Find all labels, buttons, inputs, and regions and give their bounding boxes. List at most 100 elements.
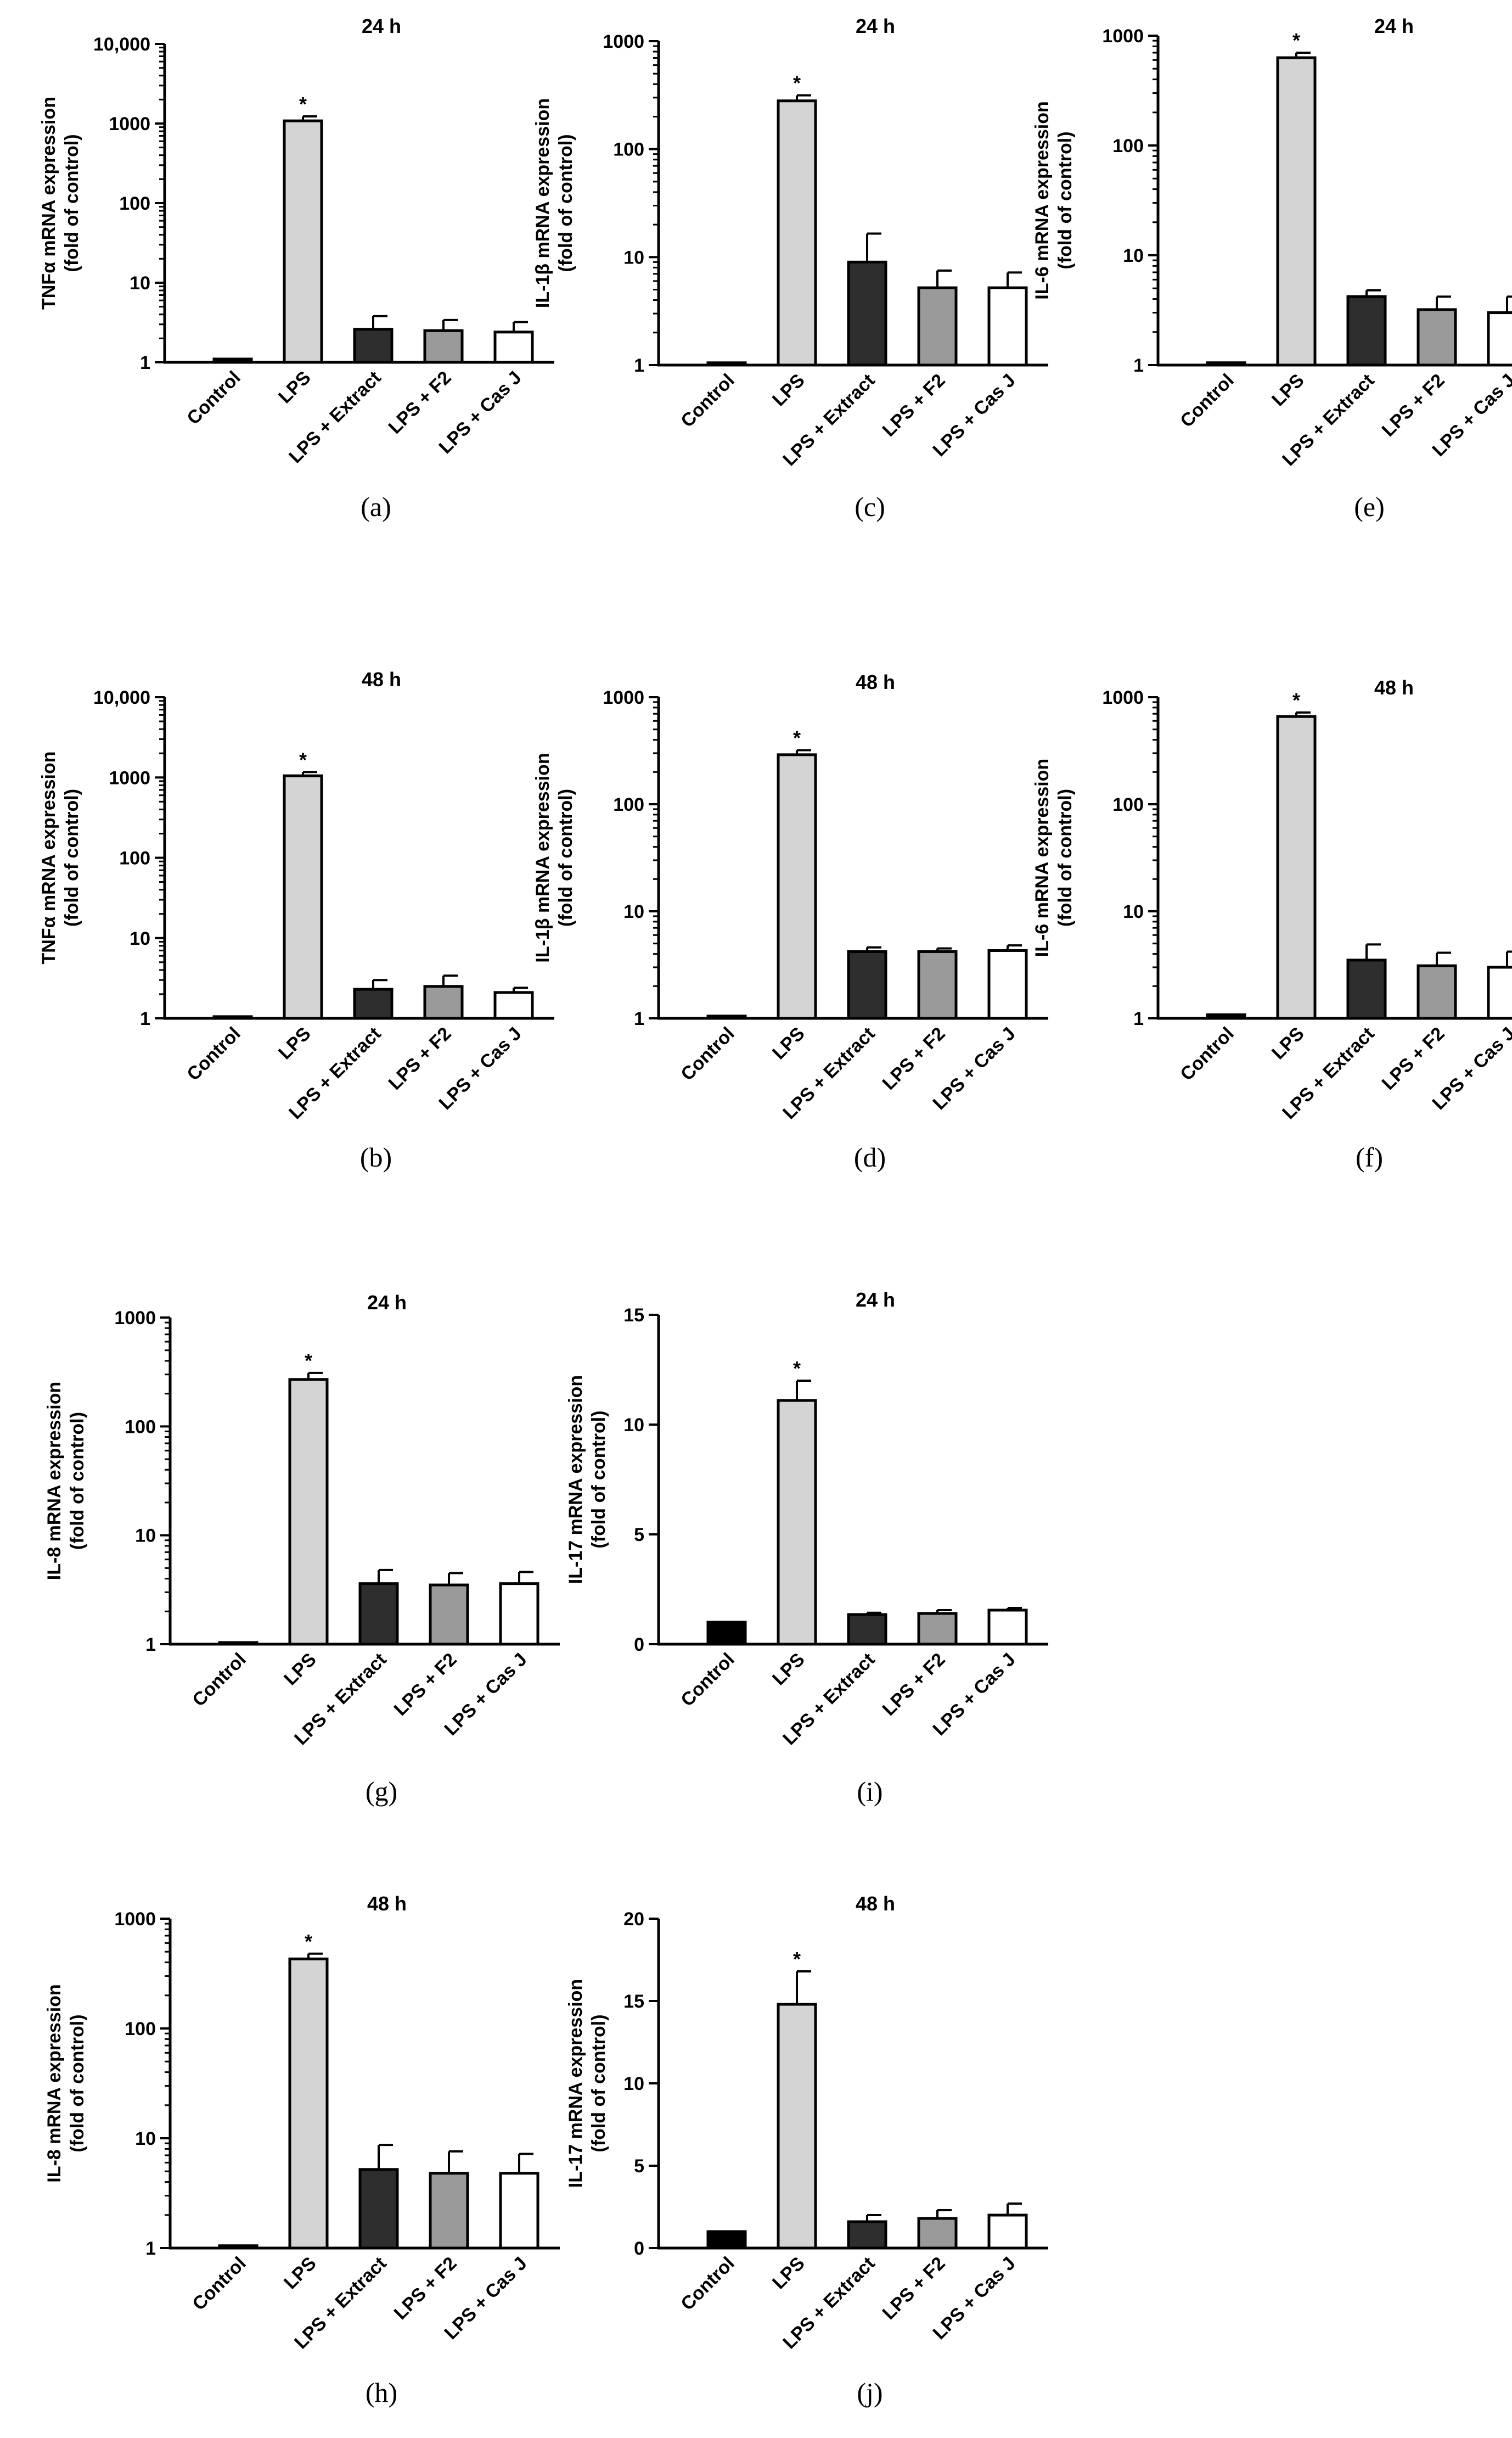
y-axis-label: IL-6 mRNA expression bbox=[1032, 759, 1053, 957]
y-tick-label: 100 bbox=[1112, 794, 1144, 815]
bar-lps-cas-j bbox=[493, 991, 534, 1020]
y-tick-label: 1 bbox=[145, 1634, 156, 1655]
y-axis-label: (fold of control) bbox=[555, 134, 576, 272]
chart-title: 24 h bbox=[856, 15, 895, 37]
panel-label: (e) bbox=[1354, 491, 1385, 522]
y-tick-label: 10 bbox=[130, 928, 150, 949]
bar-lps bbox=[777, 99, 817, 367]
x-tick-label: LPS + F2 bbox=[1378, 370, 1449, 441]
panel-label: (c) bbox=[855, 491, 885, 522]
bar-control bbox=[212, 1015, 253, 1020]
bar-control bbox=[212, 357, 253, 364]
bar-lps bbox=[1276, 715, 1317, 1020]
panel-label: (b) bbox=[360, 1142, 392, 1173]
y-tick-label: 1 bbox=[140, 1008, 150, 1029]
x-tick-label: Control bbox=[188, 1649, 250, 1711]
significance-marker: * bbox=[299, 748, 307, 771]
x-tick-label: LPS + F2 bbox=[390, 2253, 461, 2324]
chart-panel-c: 1 10 100 1000 IL-1β mRNA expression (fold of … bbox=[532, 15, 1048, 522]
bar-lps-extract bbox=[847, 950, 887, 1020]
y-tick-label: 5 bbox=[634, 1525, 644, 1545]
chart-panel-i: 0 5 10 15 IL-17 mRNA expression (fold of cont… bbox=[565, 1288, 1048, 1807]
bar-lps bbox=[283, 774, 323, 1020]
chart-panel-e: 1 10 100 1000 IL-6 mRNA expression (fold of c… bbox=[1032, 15, 1512, 522]
bar-lps-cas-j bbox=[493, 330, 534, 364]
bar-control bbox=[1206, 361, 1246, 367]
y-tick-label: 1 bbox=[1133, 1008, 1144, 1029]
bar-lps bbox=[777, 1399, 817, 1646]
bar-control bbox=[706, 1015, 747, 1020]
bar-lps-cas-j bbox=[499, 2172, 539, 2250]
x-tick-label: LPS bbox=[274, 367, 315, 408]
x-tick-label: Control bbox=[677, 370, 738, 431]
x-tick-label: LPS + F2 bbox=[385, 1023, 456, 1094]
bar-lps-cas-j bbox=[987, 949, 1028, 1020]
panel-label: (i) bbox=[857, 1776, 883, 1807]
bar-lps-f2 bbox=[917, 286, 958, 367]
chart-title: 48 h bbox=[362, 668, 401, 691]
x-tick-label: LPS + F2 bbox=[879, 1023, 949, 1094]
bar-lps-f2 bbox=[1417, 964, 1457, 1020]
y-axis-label: IL-17 mRNA expression bbox=[565, 1375, 586, 1584]
y-tick-label: 10 bbox=[623, 1415, 644, 1436]
bar-control bbox=[218, 1641, 258, 1646]
significance-marker: * bbox=[793, 72, 801, 94]
y-axis-label: (fold of control) bbox=[61, 789, 82, 927]
bar-control bbox=[1206, 1013, 1246, 1020]
chart-title: 24 h bbox=[362, 15, 401, 37]
x-tick-label: Control bbox=[677, 1023, 738, 1085]
bar-lps-cas-j bbox=[1487, 311, 1512, 367]
x-tick-label: LPS + F2 bbox=[385, 367, 456, 438]
bar-lps bbox=[1276, 56, 1317, 367]
chart-panel-f: 1 10 100 1000 IL-6 mRNA expression (fold of c… bbox=[1032, 676, 1512, 1173]
chart-title: 24 h bbox=[1374, 15, 1414, 37]
y-tick-label: 0 bbox=[634, 1634, 644, 1655]
y-tick-label: 100 bbox=[1112, 136, 1144, 156]
x-tick-label: LPS bbox=[768, 1649, 809, 1690]
y-tick-label: 15 bbox=[623, 1305, 644, 1326]
chart-title: 48 h bbox=[1374, 676, 1414, 699]
bar-lps-extract bbox=[353, 988, 394, 1020]
bar-lps-cas-j bbox=[499, 1582, 539, 1646]
y-tick-label: 1000 bbox=[1102, 687, 1144, 708]
bar-lps-extract bbox=[847, 1613, 887, 1646]
chart-panel-h: 1 10 100 1000 IL-8 mRNA expression (fold of c… bbox=[44, 1892, 560, 2408]
y-tick-label: 0 bbox=[634, 2238, 644, 2259]
y-tick-label: 1000 bbox=[603, 31, 644, 52]
x-tick-label: LPS bbox=[280, 2253, 321, 2294]
y-axis-label: (fold of control) bbox=[588, 2014, 609, 2152]
bar-lps-extract bbox=[1346, 959, 1387, 1020]
bar-lps-extract bbox=[847, 2220, 887, 2250]
bar-lps-f2 bbox=[1417, 308, 1457, 367]
bar-control bbox=[218, 2244, 258, 2250]
y-tick-label: 1 bbox=[634, 355, 644, 376]
chart-panel-d: 1 10 100 1000 IL-1β mRNA expression (fold of … bbox=[532, 671, 1048, 1173]
bar-lps-f2 bbox=[423, 329, 464, 364]
significance-marker: * bbox=[793, 726, 801, 749]
y-tick-label: 1 bbox=[1133, 355, 1144, 376]
y-tick-label: 100 bbox=[119, 848, 150, 869]
significance-marker: * bbox=[305, 1349, 312, 1372]
panel-label: (g) bbox=[366, 1776, 397, 1807]
y-tick-label: 100 bbox=[125, 1416, 156, 1437]
x-tick-label: LPS bbox=[768, 2253, 809, 2294]
x-tick-label: LPS + F2 bbox=[390, 1649, 461, 1720]
y-axis-label: (fold of control) bbox=[555, 789, 576, 927]
x-tick-label: LPS bbox=[768, 1023, 809, 1064]
bar-lps bbox=[777, 2003, 817, 2250]
bar-lps-extract bbox=[358, 2168, 399, 2250]
panel-label: (d) bbox=[854, 1142, 886, 1173]
chart-title: 24 h bbox=[856, 1288, 895, 1311]
bar-lps-f2 bbox=[429, 1583, 469, 1646]
bar-lps-cas-j bbox=[987, 2213, 1028, 2250]
bar-lps bbox=[288, 1378, 329, 1646]
x-tick-label: Control bbox=[1176, 370, 1238, 431]
y-tick-label: 100 bbox=[119, 193, 150, 214]
y-tick-label: 1000 bbox=[1102, 26, 1144, 47]
y-axis-label: (fold of control) bbox=[67, 2014, 88, 2152]
y-tick-label: 10 bbox=[135, 2128, 156, 2149]
chart-panel-j: 0 5 10 15 20 IL-17 mRNA expression (fold of co… bbox=[565, 1892, 1048, 2408]
significance-marker: * bbox=[793, 1948, 801, 1970]
y-tick-label: 10 bbox=[623, 247, 644, 268]
